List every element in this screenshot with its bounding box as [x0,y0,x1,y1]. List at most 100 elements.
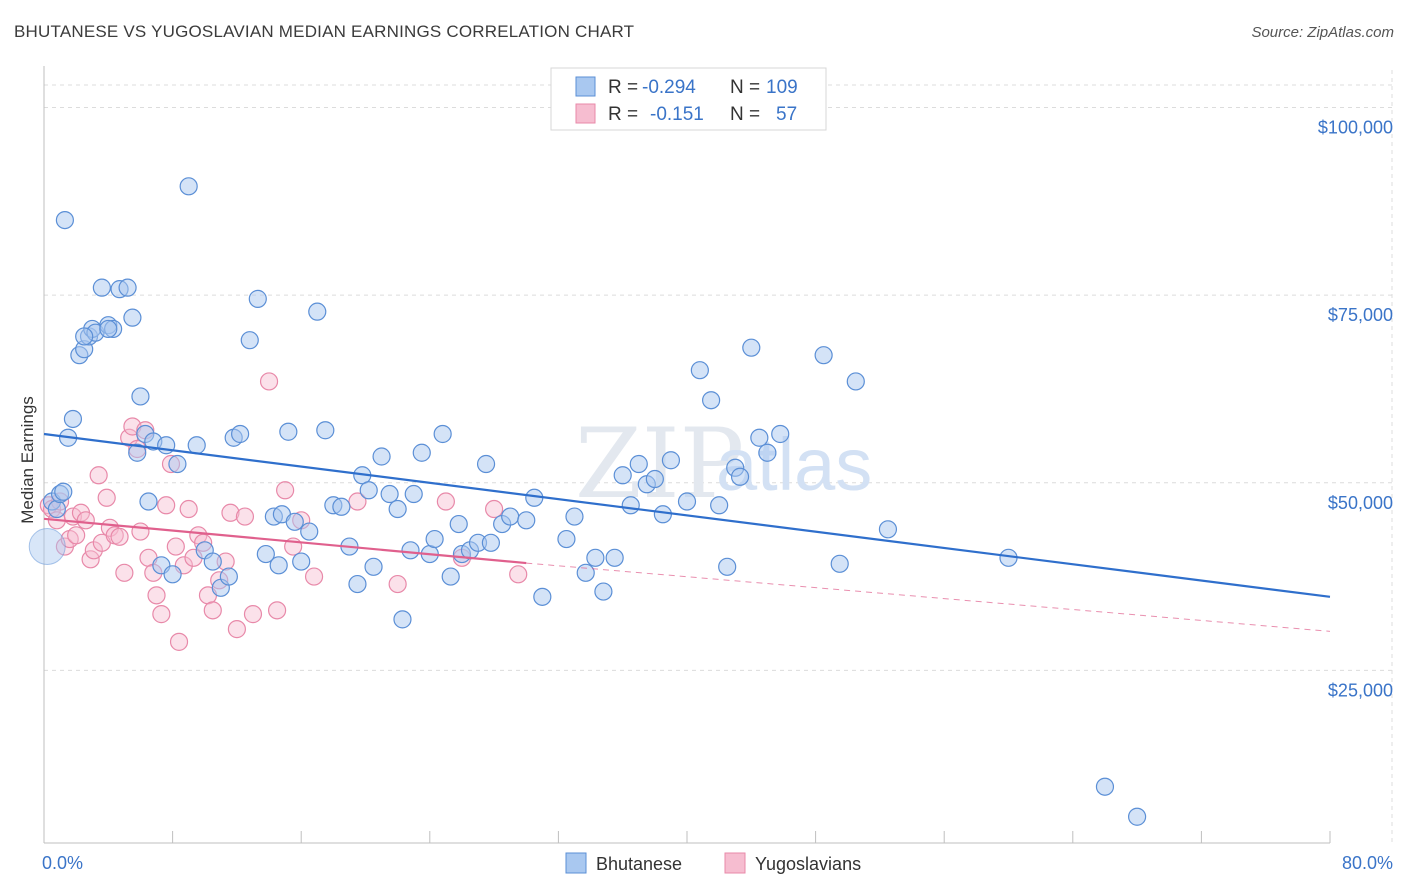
legend-n-label-1: N = [730,77,760,98]
y-tick-label-3: $100,000 [1318,118,1393,138]
point-bhutanese-98 [771,424,790,444]
point-bhutanese-68 [476,454,496,474]
point-bhutanese-5 [63,409,83,429]
point-bhutanese-101 [846,372,865,391]
point-bhutanese-88 [677,492,697,511]
y-tick-label-0: $25,000 [1328,680,1393,700]
point-bhutanese-69 [481,533,500,552]
bottom-legend: Bhutanese Yugoslavians [565,852,861,874]
point-yugoslavians-30 [166,537,185,556]
point-yugoslavians-27 [152,605,171,624]
bottom-legend-bhutanese: Bhutanese [596,854,682,874]
legend-r-value-2: -0.151 [650,104,704,125]
point-yugoslavians-53 [436,492,455,511]
point-bhutanese-100 [830,554,849,573]
point-bhutanese-large [28,528,66,566]
point-yugoslavians-33 [179,499,198,519]
chart-title: BHUTANESE VS YUGOSLAVIAN MEDIAN EARNINGS… [14,22,635,41]
point-bhutanese-61 [425,529,444,549]
point-yugoslavians-50 [304,567,324,586]
legend-n-label-2: N = [730,104,760,125]
x-tick-label-1: 80.0% [1342,853,1393,873]
point-bhutanese-29 [203,552,222,571]
point-yugoslavians-38 [203,601,222,620]
legend-r-value-1: -0.294 [642,77,696,98]
series-bhutanese [28,177,1147,826]
point-bhutanese-89 [690,361,709,380]
bottom-legend-swatch-yugoslavians [724,852,746,874]
point-bhutanese-55 [388,499,407,519]
legend-swatch-bhutanese [575,76,596,97]
point-bhutanese-87 [661,451,681,470]
point-bhutanese-59 [412,443,431,462]
point-bhutanese-82 [621,496,640,515]
point-bhutanese-79 [594,582,613,601]
point-bhutanese-80 [605,548,624,567]
point-bhutanese-106 [75,327,94,346]
point-yugoslavians-45 [259,372,279,391]
point-bhutanese-20 [139,492,158,511]
point-bhutanese-16 [123,308,142,327]
y-tick-label-1: $50,000 [1328,493,1393,513]
trend-line-yugoslavians [43,517,527,565]
point-bhutanese-105 [55,210,74,230]
point-bhutanese-45 [316,421,335,440]
point-bhutanese-36 [256,544,275,564]
bottom-legend-swatch-bhutanese [565,852,587,874]
point-bhutanese-78 [586,548,605,567]
trend-line-yugoslavians-extension [526,562,1331,632]
point-yugoslavians-26 [147,586,166,605]
point-bhutanese-3 [54,482,73,501]
point-bhutanese-90 [702,391,721,410]
point-bhutanese-18 [131,387,150,406]
point-yugoslavians-56 [509,565,528,584]
point-bhutanese-24 [163,565,182,584]
point-bhutanese-33 [231,424,250,444]
point-bhutanese-34 [240,331,259,350]
grid-lines [44,70,1393,843]
point-bhutanese-42 [292,552,311,571]
point-yugoslavians-51 [348,492,367,511]
legend-box: R = -0.294 N = 109 R = -0.151 N = 57 [550,67,827,131]
legend-r-label-2: R = [608,104,638,125]
point-yugoslavians-12 [89,466,108,485]
point-bhutanese-99 [814,346,833,365]
point-bhutanese-11 [92,278,111,297]
point-bhutanese-51 [359,481,378,500]
legend-n-value-2: 57 [776,104,797,125]
point-bhutanese-74 [533,587,552,606]
y-tick-labels: $25,000 $50,000 $75,000 $100,000 [1318,118,1393,701]
point-bhutanese-15 [118,278,137,297]
bottom-legend-yugoslavians: Yugoslavians [755,854,861,874]
point-bhutanese-26 [179,177,198,196]
point-yugoslavians-41 [221,503,240,522]
y-axis-title: Median Earnings [18,396,37,524]
axes [43,66,1331,844]
point-bhutanese-25 [168,454,187,474]
point-bhutanese-38 [269,556,288,575]
point-bhutanese-31 [219,567,238,586]
point-yugoslavians-43 [235,507,255,526]
point-bhutanese-72 [517,511,536,530]
point-bhutanese-85 [645,469,664,489]
point-bhutanese-27 [187,436,206,455]
y-tick-label-2: $75,000 [1328,305,1393,325]
point-bhutanese-75 [557,529,576,549]
point-yugoslavians-47 [276,481,295,500]
point-yugoslavians-18 [115,563,134,582]
point-bhutanese-35 [248,289,267,308]
point-bhutanese-91 [710,496,729,515]
x-tick-labels: 0.0% 80.0% [42,853,1393,873]
point-bhutanese-77 [576,563,595,582]
point-bhutanese-76 [565,507,584,526]
point-bhutanese-44 [308,302,327,321]
point-bhutanese-102 [878,520,898,539]
point-bhutanese-92 [718,557,737,576]
point-bhutanese-81 [613,466,632,485]
point-yugoslavians-9 [76,511,95,530]
point-yugoslavians-46 [267,601,287,620]
point-bhutanese-53 [372,447,391,466]
point-bhutanese-94 [730,467,750,486]
point-yugoslavians-17 [110,527,129,546]
point-yugoslavians-55 [485,499,504,519]
